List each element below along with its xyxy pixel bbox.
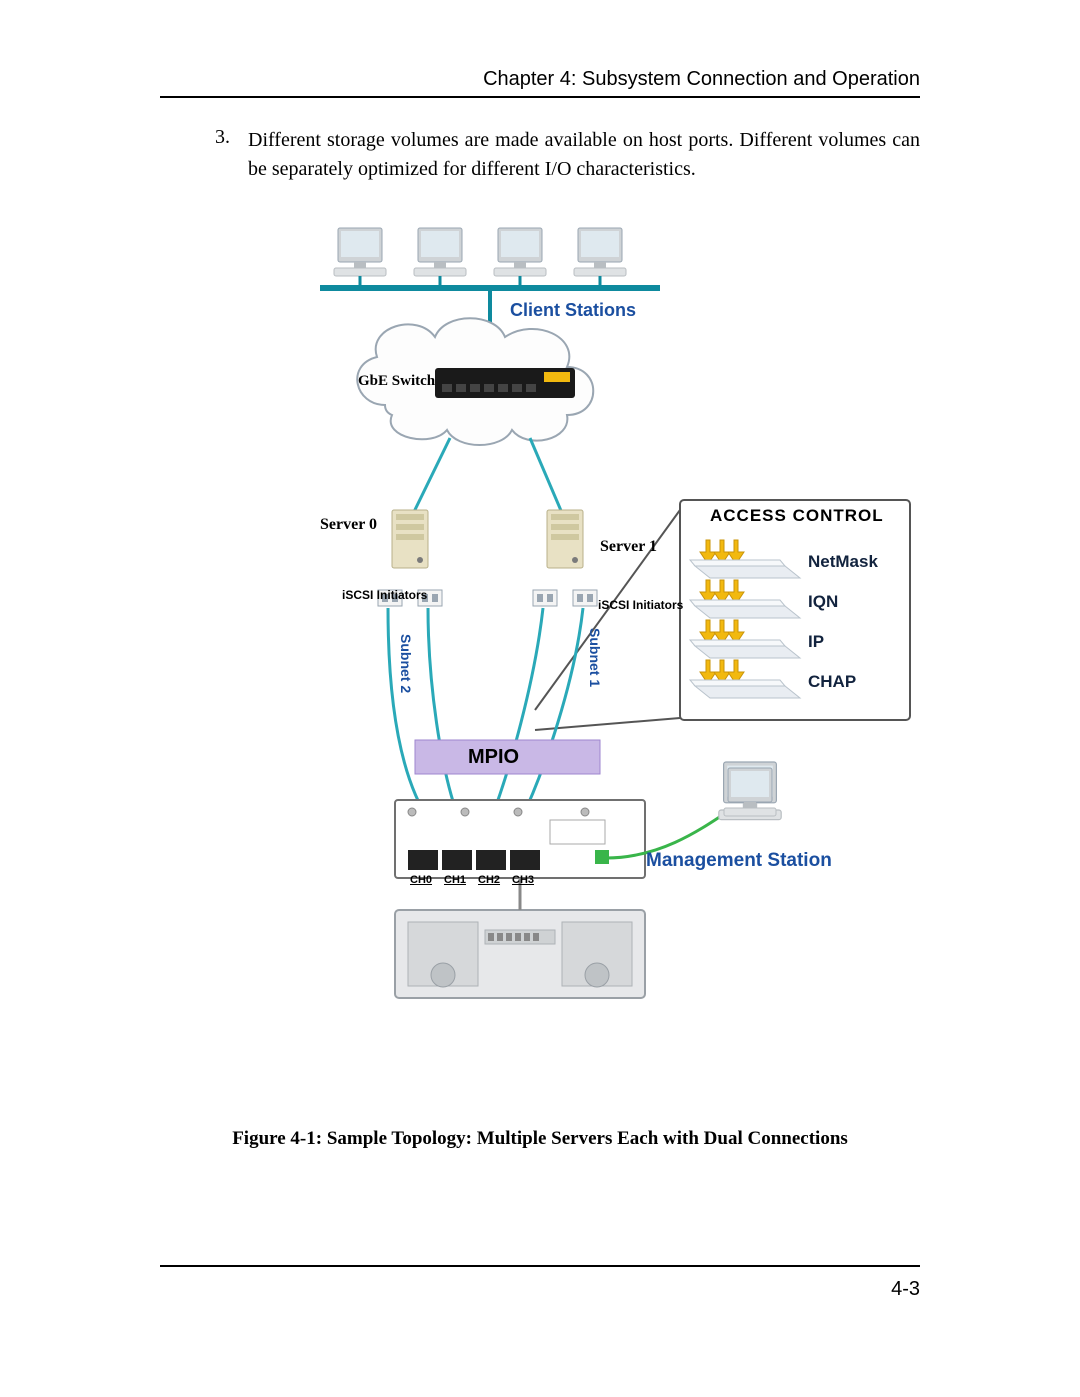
nic-icon <box>533 590 557 606</box>
server-1-icon <box>547 510 583 568</box>
figure-caption: Figure 4-1: Sample Topology: Multiple Se… <box>160 1128 920 1150</box>
iscsi-initiators-label-left: iSCSI Initiators <box>342 588 427 602</box>
netmask-label: NetMask <box>808 552 878 572</box>
iscsi-initiators-label-right: iSCSI Initiators <box>598 598 683 612</box>
list-item-text: Different storage volumes are made avail… <box>248 126 920 184</box>
client-station-icon <box>334 228 386 276</box>
server-0-icon <box>392 510 428 568</box>
ch3-label: CH3 <box>512 874 534 886</box>
ch2-label: CH2 <box>478 874 500 886</box>
client-station-icon <box>414 228 466 276</box>
page-header: Chapter 4: Subsystem Connection and Oper… <box>160 68 920 91</box>
subnet2-label: Subnet 2 <box>398 634 414 693</box>
storage-enclosure-icon <box>395 910 645 998</box>
client-stations-label: Client Stations <box>510 300 636 321</box>
ch0-label: CH0 <box>410 874 432 886</box>
client-station-icon <box>574 228 626 276</box>
server1-label: Server 1 <box>600 538 657 556</box>
ch1-label: CH1 <box>444 874 466 886</box>
access-control-title: ACCESS CONTROL <box>710 506 884 526</box>
figure-4-1: Client Stations GbE Switch Server 0 Serv… <box>300 210 920 1100</box>
subnet1-label: Subnet 1 <box>587 628 603 687</box>
header-rule <box>160 96 920 98</box>
list-item-number: 3. <box>215 126 230 149</box>
controller-icon <box>395 800 645 878</box>
management-station-label: Management Station <box>646 850 832 872</box>
server0-label: Server 0 <box>320 516 377 534</box>
ip-label: IP <box>808 632 824 652</box>
footer-rule <box>160 1265 920 1267</box>
gbe-switch-label: GbE Switch <box>358 373 435 390</box>
management-station-icon <box>724 768 776 816</box>
page-number: 4-3 <box>891 1278 920 1301</box>
mpio-label: MPIO <box>468 746 519 769</box>
nic-icon <box>573 590 597 606</box>
client-station-icon <box>494 228 546 276</box>
iqn-label: IQN <box>808 592 838 612</box>
chap-label: CHAP <box>808 672 856 692</box>
